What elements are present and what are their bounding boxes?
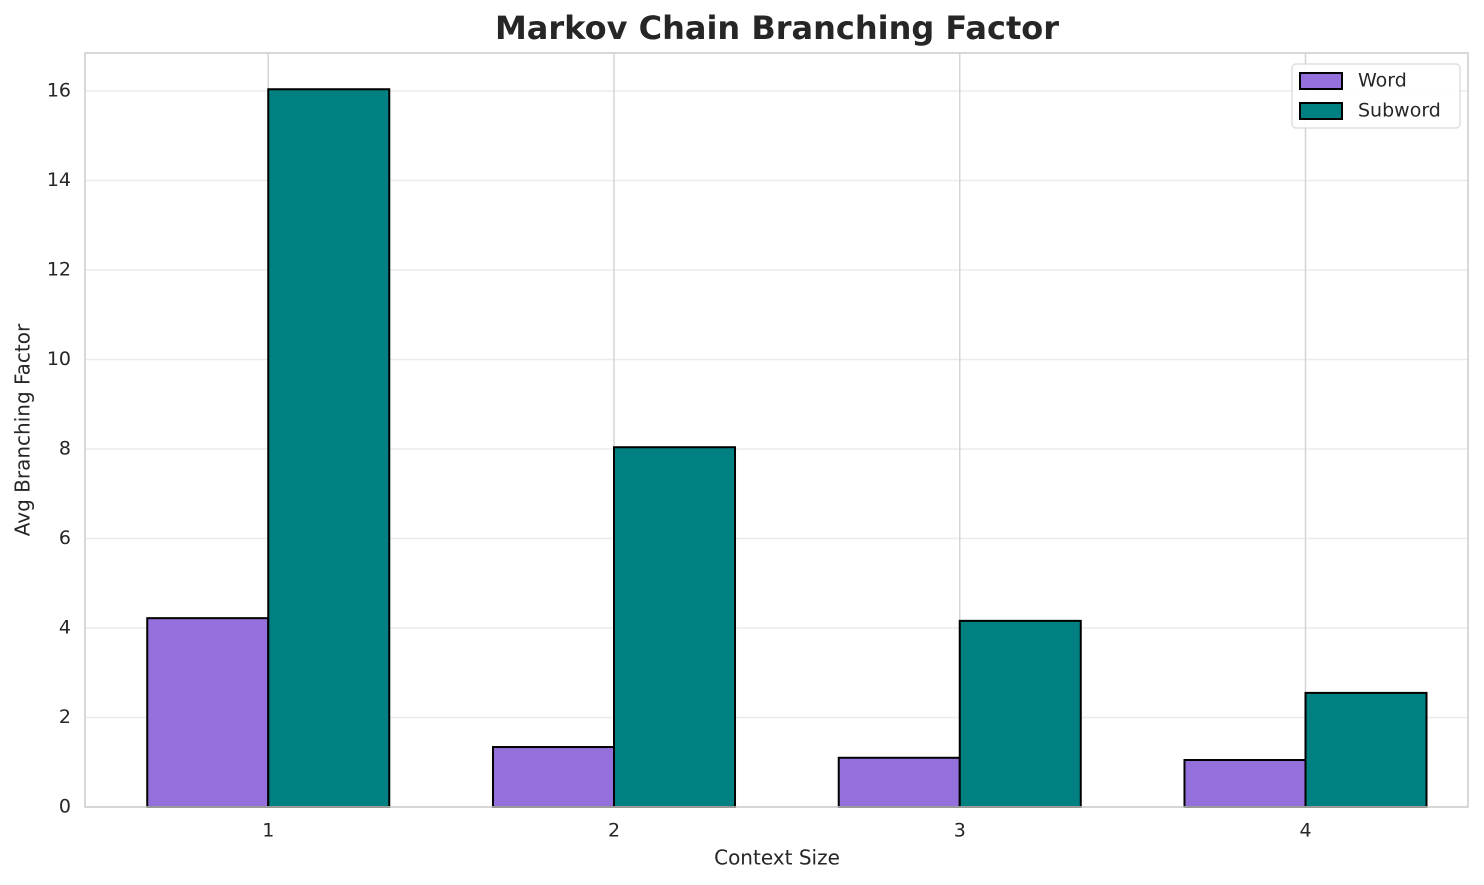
bar [267, 88, 391, 808]
y-tick-label: 0 [59, 796, 71, 818]
bar [612, 446, 737, 808]
y-tick-label: 12 [47, 259, 71, 281]
bar [837, 756, 961, 809]
plot-frame [84, 52, 1469, 808]
x-tick-label: 1 [262, 820, 274, 842]
y-axis-label: Avg Branching Factor [11, 323, 35, 536]
x-tick-label: 3 [954, 820, 966, 842]
y-tick-label: 16 [47, 80, 71, 102]
chart-title: Markov Chain Branching Factor [495, 9, 1059, 47]
y-tick-label: 6 [59, 527, 71, 549]
x-tick-label: 2 [608, 820, 620, 842]
bar [958, 619, 1082, 808]
y-tick-label: 4 [59, 617, 71, 639]
y-tick-label: 10 [47, 348, 71, 370]
legend-label: Subword [1358, 100, 1441, 122]
y-tick-label: 8 [59, 438, 71, 460]
bar [491, 746, 615, 808]
legend-label: Word [1358, 70, 1407, 92]
x-axis-label: Context Size [714, 846, 840, 870]
bar [1183, 759, 1307, 808]
legend-swatch [1299, 102, 1343, 120]
y-tick-label: 2 [59, 706, 71, 728]
bar [146, 617, 270, 808]
x-tick-label: 4 [1299, 820, 1311, 842]
y-tick-label: 14 [47, 169, 71, 191]
legend-swatch [1299, 72, 1343, 90]
bar [1304, 691, 1428, 809]
